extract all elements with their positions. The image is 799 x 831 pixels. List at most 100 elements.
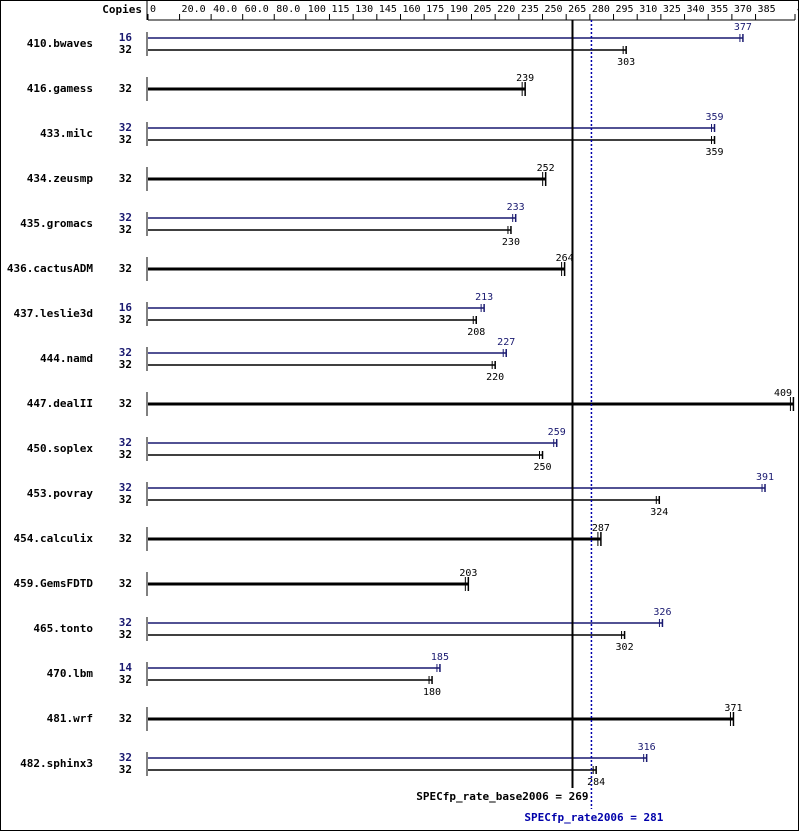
value-label: 213 <box>475 292 493 303</box>
category-label: 436.cactusADM <box>7 262 93 275</box>
copies-label: 32 <box>119 481 132 494</box>
x-tick-label: 80.0 <box>276 4 300 15</box>
value-label: 233 <box>507 202 525 213</box>
value-label: 409 <box>774 388 792 399</box>
category-label: 470.lbm <box>47 667 94 680</box>
value-label: 230 <box>502 237 520 248</box>
copies-label: 32 <box>119 43 132 56</box>
copies-label: 16 <box>119 31 133 44</box>
x-tick-label: 410 <box>797 4 799 15</box>
x-tick-label: 0 <box>150 4 156 15</box>
copies-header: Copies <box>102 3 142 16</box>
category-label: 459.GemsFDTD <box>14 577 94 590</box>
category-label: 416.gamess <box>27 82 93 95</box>
reference-label: SPECfp_rate2006 = 281 <box>524 811 663 824</box>
x-tick-label: 20.0 <box>182 4 206 15</box>
value-label: 250 <box>533 462 551 473</box>
x-tick-label: 160 <box>402 4 420 15</box>
value-label: 302 <box>616 642 634 653</box>
category-label: 437.leslie3d <box>14 307 93 320</box>
copies-label: 32 <box>119 121 132 134</box>
copies-label: 32 <box>119 628 132 641</box>
value-label: 316 <box>638 742 656 753</box>
x-tick-label: 205 <box>474 4 492 15</box>
x-tick-label: 220 <box>497 4 515 15</box>
value-label: 359 <box>705 112 723 123</box>
copies-label: 32 <box>119 82 132 95</box>
category-label: 453.povray <box>27 487 94 500</box>
copies-label: 32 <box>119 616 132 629</box>
category-label: 434.zeusmp <box>27 172 94 185</box>
category-label: 444.namd <box>40 352 93 365</box>
x-tick-label: 370 <box>734 4 752 15</box>
value-label: 220 <box>486 372 504 383</box>
copies-label: 32 <box>119 532 132 545</box>
copies-label: 32 <box>119 493 132 506</box>
x-tick-label: 340 <box>687 4 705 15</box>
category-label: 482.sphinx3 <box>20 757 93 770</box>
copies-label: 32 <box>119 133 132 146</box>
x-tick-label: 265 <box>568 4 586 15</box>
copies-label: 32 <box>119 397 132 410</box>
x-tick-label: 145 <box>379 4 397 15</box>
value-label: 359 <box>705 147 723 158</box>
x-tick-label: 295 <box>616 4 634 15</box>
value-label: 208 <box>467 327 485 338</box>
category-label: 481.wrf <box>47 712 93 725</box>
copies-label: 32 <box>119 346 132 359</box>
value-label: 391 <box>756 472 774 483</box>
x-tick-label: 325 <box>663 4 681 15</box>
copies-label: 16 <box>119 301 133 314</box>
x-tick-label: 175 <box>426 4 444 15</box>
category-label: 435.gromacs <box>20 217 93 230</box>
value-label: 371 <box>724 703 742 714</box>
copies-label: 14 <box>119 661 133 674</box>
reference-label: SPECfp_rate_base2006 = 269 <box>416 790 588 803</box>
value-label: 303 <box>617 57 635 68</box>
value-label: 377 <box>734 22 752 33</box>
category-label: 447.dealII <box>27 397 93 410</box>
value-label: 227 <box>497 337 515 348</box>
copies-label: 32 <box>119 436 132 449</box>
value-label: 259 <box>548 427 566 438</box>
x-tick-label: 40.0 <box>213 4 237 15</box>
x-tick-label: 60.0 <box>245 4 269 15</box>
value-label: 252 <box>537 163 555 174</box>
category-label: 410.bwaves <box>27 37 93 50</box>
category-label: 465.tonto <box>33 622 93 635</box>
copies-label: 32 <box>119 313 132 326</box>
value-label: 203 <box>459 568 477 579</box>
x-tick-label: 280 <box>592 4 610 15</box>
value-label: 324 <box>650 507 668 518</box>
copies-label: 32 <box>119 577 132 590</box>
value-label: 287 <box>592 523 610 534</box>
x-tick-label: 310 <box>639 4 657 15</box>
value-label: 180 <box>423 687 441 698</box>
copies-label: 32 <box>119 448 132 461</box>
copies-label: 32 <box>119 763 132 776</box>
value-label: 264 <box>556 253 574 264</box>
copies-label: 32 <box>119 712 132 725</box>
value-label: 326 <box>653 607 671 618</box>
category-label: 454.calculix <box>14 532 94 545</box>
x-tick-label: 250 <box>545 4 563 15</box>
copies-label: 32 <box>119 262 132 275</box>
value-label: 185 <box>431 652 449 663</box>
x-tick-label: 100 <box>308 4 326 15</box>
copies-label: 32 <box>119 211 132 224</box>
value-label: 239 <box>516 73 534 84</box>
x-tick-label: 115 <box>331 4 349 15</box>
copies-label: 32 <box>119 358 132 371</box>
x-tick-label: 385 <box>758 4 776 15</box>
x-tick-label: 130 <box>355 4 373 15</box>
x-tick-label: 190 <box>450 4 468 15</box>
value-label: 284 <box>587 777 605 788</box>
copies-label: 32 <box>119 673 132 686</box>
copies-label: 32 <box>119 172 132 185</box>
category-label: 450.soplex <box>27 442 94 455</box>
x-tick-label: 235 <box>521 4 539 15</box>
x-tick-label: 355 <box>710 4 728 15</box>
